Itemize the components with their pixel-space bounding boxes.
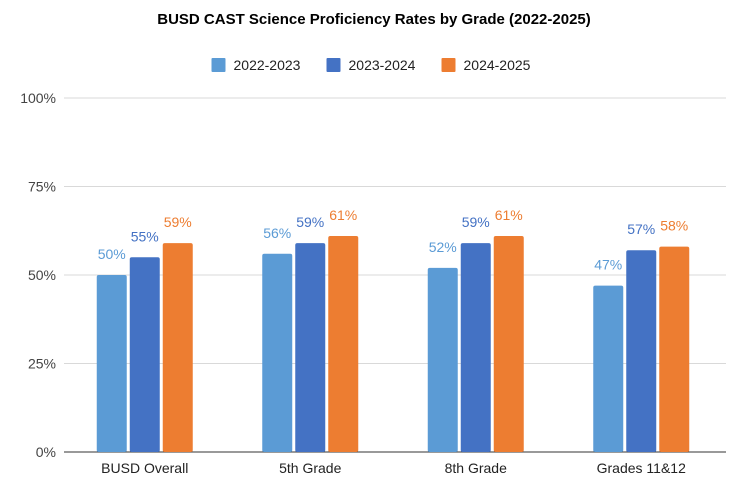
y-tick-label: 25% bbox=[28, 356, 56, 372]
legend-swatch bbox=[441, 58, 456, 72]
bar bbox=[493, 236, 524, 452]
legend-swatch bbox=[326, 58, 341, 72]
x-axis: BUSD Overall 5th Grade 8th Grade Grades 11&… bbox=[101, 460, 686, 476]
bar bbox=[162, 243, 193, 452]
x-tick-label: 5th Grade bbox=[279, 460, 341, 476]
bars bbox=[96, 236, 690, 452]
bar bbox=[96, 275, 127, 452]
data-label: 52% bbox=[429, 239, 457, 255]
chart-title: BUSD CAST Science Proficiency Rates by G… bbox=[157, 11, 591, 28]
y-tick-label: 50% bbox=[28, 267, 56, 283]
data-label: 50% bbox=[98, 246, 126, 262]
legend-label: 2024-2025 bbox=[464, 57, 531, 73]
legend: 2022-2023 2023-2024 2024-2025 bbox=[211, 57, 531, 73]
legend-swatch bbox=[211, 58, 226, 72]
data-label: 58% bbox=[660, 218, 688, 234]
data-labels: 50% 55% 59% 56% 59% 61% 52% 59% 61% 47% 57% 58% bbox=[98, 207, 689, 273]
data-label: 61% bbox=[329, 207, 357, 223]
y-axis: 0% 25% 50% 75% 100% bbox=[20, 90, 56, 460]
data-label: 61% bbox=[495, 207, 523, 223]
bar bbox=[659, 246, 690, 452]
y-tick-label: 100% bbox=[20, 90, 56, 106]
bar bbox=[460, 243, 491, 452]
bar bbox=[328, 236, 359, 452]
legend-label: 2022-2023 bbox=[234, 57, 301, 73]
y-tick-label: 75% bbox=[28, 179, 56, 195]
x-tick-label: BUSD Overall bbox=[101, 460, 188, 476]
legend-label: 2023-2024 bbox=[349, 57, 416, 73]
y-tick-label: 0% bbox=[36, 444, 56, 460]
data-label: 56% bbox=[263, 225, 291, 241]
data-label: 55% bbox=[131, 228, 159, 244]
data-label: 47% bbox=[594, 257, 622, 273]
bar bbox=[626, 250, 657, 452]
data-label: 57% bbox=[627, 221, 655, 237]
bar bbox=[593, 285, 624, 452]
bar bbox=[129, 257, 160, 452]
data-label: 59% bbox=[296, 214, 324, 230]
x-tick-label: 8th Grade bbox=[445, 460, 507, 476]
x-tick-label: Grades 11&12 bbox=[597, 460, 686, 476]
bar bbox=[295, 243, 326, 452]
data-label: 59% bbox=[462, 214, 490, 230]
bar bbox=[427, 267, 458, 452]
data-label: 59% bbox=[164, 214, 192, 230]
bar bbox=[262, 253, 293, 452]
